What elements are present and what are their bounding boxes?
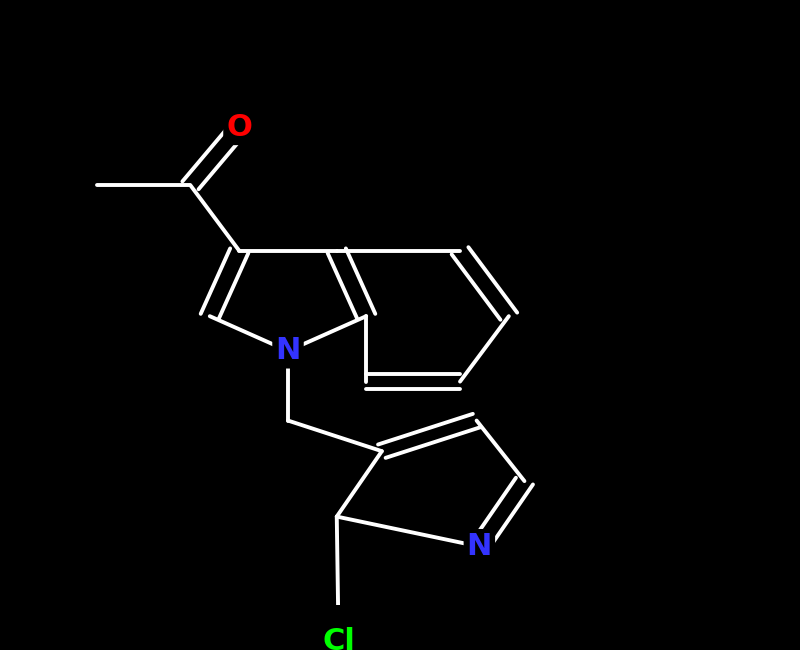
Text: N: N xyxy=(275,337,301,365)
Text: Cl: Cl xyxy=(322,627,355,650)
Text: N: N xyxy=(466,532,492,561)
Text: O: O xyxy=(226,113,252,142)
